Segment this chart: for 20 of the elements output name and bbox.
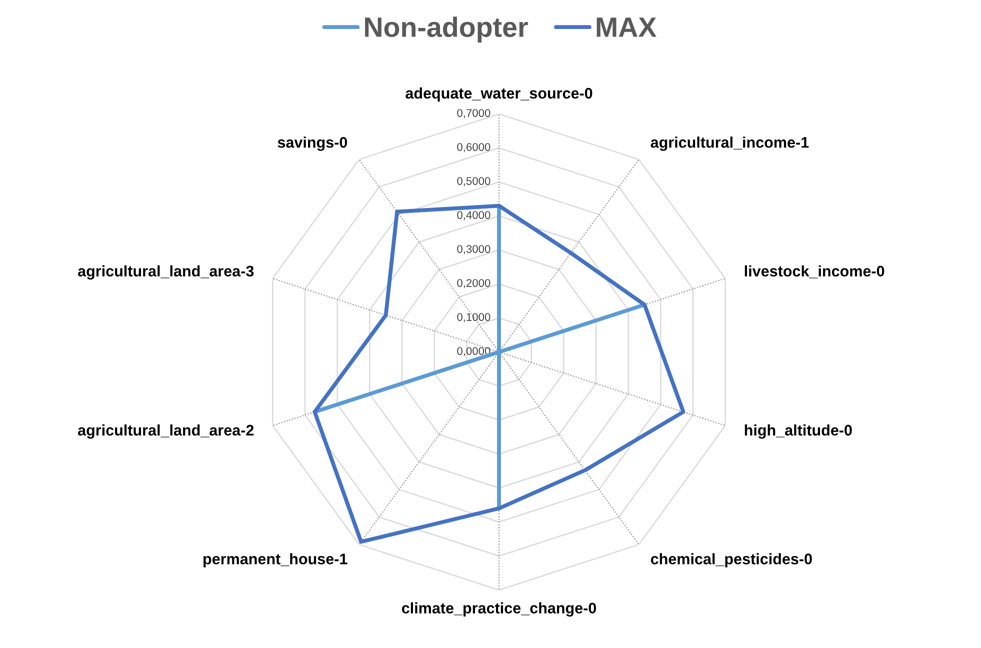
y-tick-label: 0,4000 [457,211,490,220]
y-tick-label: 0,1000 [457,313,490,322]
y-tick-label: 0,3000 [457,245,490,254]
y-tick-label: 0,6000 [457,143,490,152]
spoke-label: chemical_pesticides-0 [650,553,812,568]
y-tick-label: 0,5000 [457,177,490,186]
spoke-label: climate_practice_change-0 [402,602,596,617]
spoke-label: agricultural_income-1 [650,136,809,151]
spoke-label: livestock_income-0 [744,265,884,278]
legend-label: MAX [596,18,656,37]
y-tick-label: 0,7000 [457,109,490,118]
legend-label: Non-adopter [365,16,528,43]
y-tick-label: 0,2000 [457,279,490,288]
spoke-label: adequate_water_source-0 [406,87,592,102]
y-tick-label: 0,0000 [457,347,490,356]
spoke-label: high_altitude-0 [744,424,852,439]
spoke-label: agricultural_land_area-2 [78,424,254,439]
spoke-label: agricultural_land_area-3 [78,265,254,280]
spoke-label: savings-0 [278,136,348,151]
spoke-label: permanent_house-1 [204,553,348,568]
